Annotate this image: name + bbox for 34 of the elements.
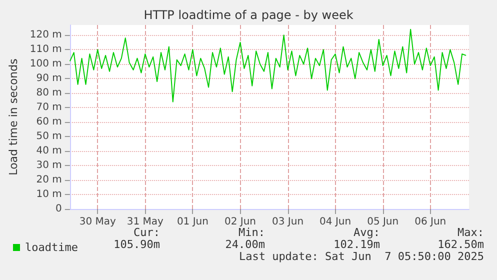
line-series bbox=[69, 28, 467, 102]
y-tick-label: 20 m bbox=[36, 174, 62, 186]
text: 162.50m bbox=[438, 238, 484, 251]
x-tick-label: 30 May bbox=[79, 216, 116, 228]
y-tick-label: 10 m bbox=[36, 189, 62, 200]
text: 24.00m bbox=[225, 238, 266, 251]
y-tick-label: 60 m bbox=[36, 116, 62, 128]
y-tick-label: 70 m bbox=[36, 102, 62, 114]
x-tick-label: 05 Jun bbox=[367, 216, 399, 228]
y-tick-label: 30 m bbox=[36, 160, 62, 172]
text: Avg: bbox=[354, 226, 380, 239]
y-axis-title: Load time in seconds bbox=[7, 58, 20, 176]
y-tick-label: 90 m bbox=[36, 73, 62, 84]
y-tick-label: 100 m bbox=[30, 58, 62, 70]
legend-label: loadtime bbox=[25, 241, 78, 254]
text: Max: bbox=[458, 226, 484, 239]
text: Last update: Sat Jun 7 05:50:00 2025 bbox=[238, 250, 484, 263]
x-tick-label: 01 Jun bbox=[176, 216, 208, 228]
y-tick-label: 0 bbox=[56, 204, 62, 214]
y-tick-label: 40 m bbox=[36, 146, 62, 157]
x-tick-label: 06 Jun bbox=[414, 216, 446, 228]
y-tick-label: 50 m bbox=[36, 131, 62, 142]
chart-title: HTTP loadtime of a page - by week bbox=[144, 8, 354, 22]
x-tick-label: 03 Jun bbox=[272, 216, 304, 228]
text: 102.19m bbox=[334, 238, 380, 251]
y-tick-label: 110 m bbox=[30, 44, 62, 56]
y-tick-label: 80 m bbox=[36, 88, 62, 99]
x-tick-label: 31 May bbox=[126, 216, 164, 228]
x-tick-label: 02 Jun bbox=[224, 216, 256, 228]
text: Cur: bbox=[134, 226, 160, 239]
y-tick-label: 120 m bbox=[30, 30, 62, 41]
text: 105.90m bbox=[114, 238, 160, 251]
text: Min: bbox=[238, 226, 265, 239]
x-tick-label: 04 Jun bbox=[320, 216, 352, 228]
